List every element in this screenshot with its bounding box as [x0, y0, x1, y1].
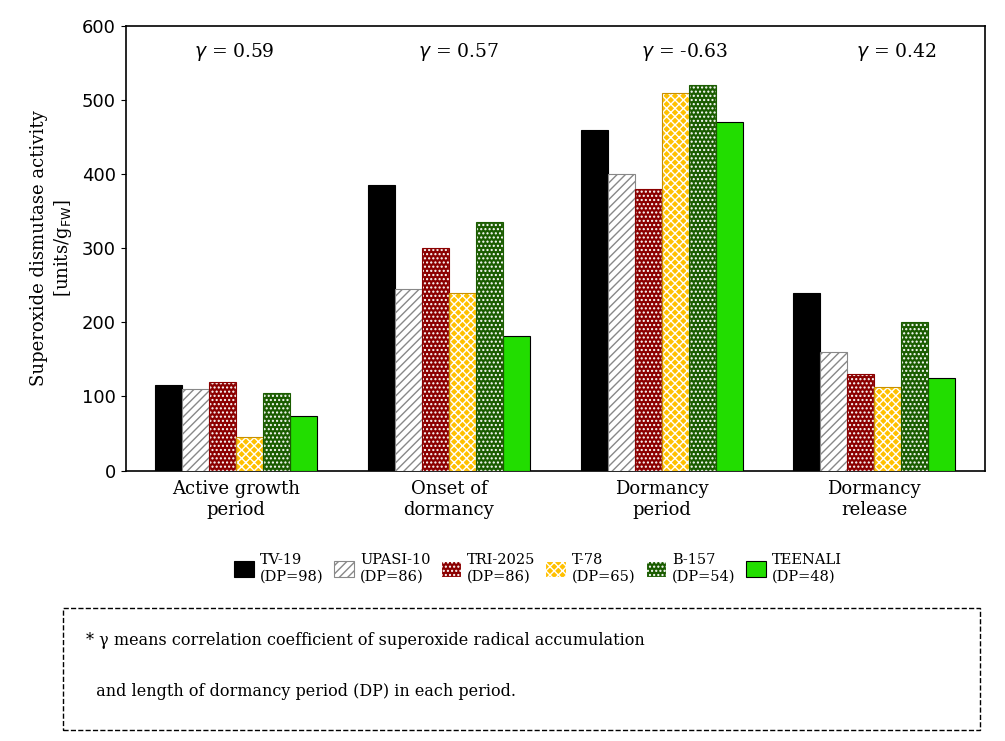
Text: $\gamma$ = 0.42: $\gamma$ = 0.42 [856, 41, 937, 64]
Bar [820, 352, 847, 471]
Bar [847, 374, 874, 471]
Bar [155, 385, 182, 471]
Bar [395, 289, 422, 471]
Text: $\gamma$ = 0.59: $\gamma$ = 0.59 [194, 41, 275, 64]
Bar [581, 130, 608, 471]
Bar [422, 248, 449, 471]
Bar [688, 85, 716, 471]
Bar [263, 393, 290, 471]
Bar [901, 322, 929, 471]
Text: $\gamma$ = -0.63: $\gamma$ = -0.63 [641, 41, 729, 64]
Bar [476, 222, 502, 471]
Bar [209, 382, 236, 471]
Bar [368, 185, 395, 471]
Text: $\gamma$ = 0.57: $\gamma$ = 0.57 [418, 41, 498, 64]
Bar [476, 222, 502, 471]
Bar [634, 189, 661, 471]
Bar [793, 293, 820, 471]
Bar [608, 174, 634, 471]
Bar [847, 374, 874, 471]
FancyBboxPatch shape [63, 608, 980, 730]
Bar [661, 93, 688, 471]
Bar [716, 122, 743, 471]
Bar [422, 248, 449, 471]
Bar [236, 437, 263, 471]
Bar [263, 393, 290, 471]
Bar [236, 437, 263, 471]
Bar [688, 85, 716, 471]
Bar [874, 387, 901, 471]
Bar [634, 189, 661, 471]
Bar [502, 336, 530, 471]
Bar [449, 293, 476, 471]
Bar [182, 389, 209, 471]
Text: and length of dormancy period (DP) in each period.: and length of dormancy period (DP) in ea… [86, 683, 517, 700]
Legend: TV-19
(DP=98), UPASI-10
(DP=86), TRI-2025
(DP=86), T-78
(DP=65), B-157
(DP=54), : TV-19 (DP=98), UPASI-10 (DP=86), TRI-202… [228, 548, 847, 589]
Bar [929, 378, 956, 471]
Bar [661, 93, 688, 471]
Bar [209, 382, 236, 471]
Y-axis label: Superoxide dismutase activity
[units/g$_{\mathrm{FW}}$]: Superoxide dismutase activity [units/g$_… [30, 110, 73, 386]
Bar [290, 416, 318, 471]
Text: * γ means correlation coefficient of superoxide radical accumulation: * γ means correlation coefficient of sup… [86, 632, 645, 649]
Bar [449, 293, 476, 471]
Bar [901, 322, 929, 471]
Bar [874, 387, 901, 471]
